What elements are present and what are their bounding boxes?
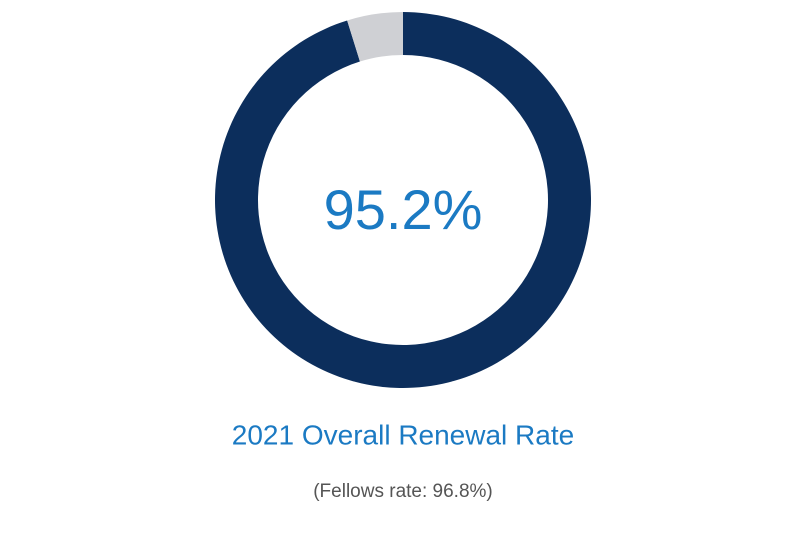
center-value-label: 95.2% [324, 178, 483, 241]
chart-subtitle: (Fellows rate: 96.8%) [313, 481, 493, 502]
chart-title: 2021 Overall Renewal Rate [232, 419, 574, 450]
donut-segment [347, 12, 403, 62]
